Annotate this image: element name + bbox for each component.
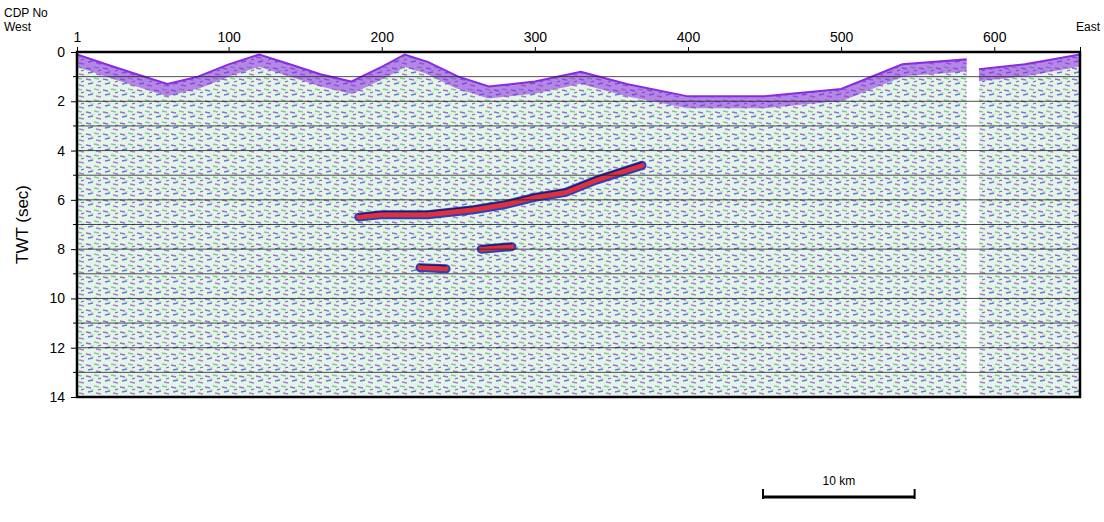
x-tick: 1: [74, 29, 82, 52]
mute-area: [77, 52, 1080, 96]
reflector: [420, 265, 446, 269]
x-tick-label: 400: [677, 29, 701, 45]
annotation: West: [4, 20, 32, 34]
grid-line: [77, 298, 1080, 299]
mute-zone: [77, 52, 1080, 102]
y-tick-label: 12: [49, 340, 65, 356]
plot-frame: [77, 52, 1080, 397]
grid-line: [77, 175, 1080, 176]
scale-bar-end: [762, 489, 764, 499]
grid-line: [77, 372, 1080, 373]
x-tick: 200: [371, 29, 395, 52]
x-tick: 600: [983, 29, 1007, 52]
y-tick: 0: [57, 44, 77, 60]
grid-line: [77, 249, 1080, 250]
y-tick: 12: [49, 340, 77, 356]
y-tick-label: 0: [57, 44, 65, 60]
reflector-edge: [359, 162, 642, 214]
reflector: [481, 244, 512, 249]
x-axis-title: CDP No: [4, 6, 48, 20]
x-tick-label: 100: [217, 29, 241, 45]
grid-line: [77, 347, 1080, 348]
x-tick-label: 1: [74, 29, 82, 45]
grid-line: [77, 224, 1080, 225]
grid: [77, 52, 1080, 397]
y-tick: 10: [49, 290, 77, 306]
y-tick-label: 6: [57, 192, 65, 208]
x-tick: 500: [830, 29, 854, 52]
grid-line: [77, 150, 1080, 151]
reflector-line: [359, 165, 642, 217]
x-tick-label: 300: [524, 29, 548, 45]
reflector: [359, 162, 642, 217]
y-tick-label: 10: [49, 290, 65, 306]
y-tick: 4: [57, 143, 77, 159]
reflector-edge: [359, 165, 642, 217]
y-tick-label: 2: [57, 93, 65, 109]
x-axis: 1 100 200 300 400 500 600: [74, 29, 1081, 53]
grid-line: [77, 101, 1080, 102]
grid-line: [77, 199, 1080, 200]
y-axis: 0 2 4 6 8 10 12 14: [49, 44, 77, 405]
x-tick: 400: [677, 29, 701, 52]
x-tick: 300: [524, 29, 548, 52]
y-tick: 2: [57, 93, 77, 109]
y-tick-label: 4: [57, 143, 65, 159]
surface-line: [77, 54, 1080, 96]
annotation: East: [1076, 20, 1101, 34]
y-tick: 14: [49, 389, 77, 405]
y-tick: 8: [57, 241, 77, 257]
x-tick-label: 200: [371, 29, 395, 45]
y-tick-label: 14: [49, 389, 65, 405]
scale-bar-end: [914, 489, 916, 499]
y-axis-title: TWT (sec): [13, 185, 32, 264]
x-tick-label: 600: [983, 29, 1007, 45]
x-tick-label: 500: [830, 29, 854, 45]
reflector-edge: [420, 268, 446, 269]
grid-line: [77, 323, 1080, 324]
y-tick: 6: [57, 192, 77, 208]
grid-line: [77, 125, 1080, 126]
scale-bar: 10 km: [763, 474, 915, 499]
grid-line: [77, 273, 1080, 274]
plot-background: [77, 52, 1080, 397]
scale-bar-line: [763, 496, 915, 499]
reflector-edge: [481, 244, 512, 246]
grid-line: [77, 76, 1080, 77]
chart: 0 2 4 6 8 10 12 14 1 100 200 300 400 500 600 CDP No TWT …: [0, 0, 1104, 522]
x-tick: 100: [217, 29, 241, 52]
reflector-edge: [420, 265, 446, 266]
scale-bar-label: 10 km: [822, 474, 855, 488]
reflector-line: [420, 268, 446, 269]
marks: [77, 52, 1080, 397]
y-tick-label: 8: [57, 241, 65, 257]
